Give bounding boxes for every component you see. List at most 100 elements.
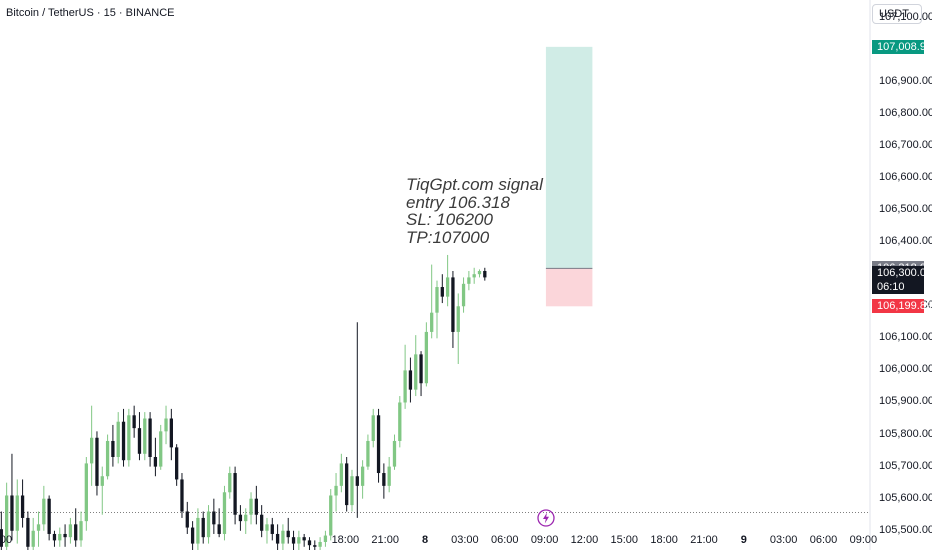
candle xyxy=(286,517,290,544)
candle xyxy=(185,501,189,534)
current-price-tag: 106,300.00 06:10 xyxy=(872,266,932,295)
candle-body xyxy=(456,306,460,332)
candle-body xyxy=(323,535,328,542)
candle xyxy=(79,511,83,547)
candle xyxy=(4,482,9,550)
time-axis-label: 00 xyxy=(0,534,13,546)
candle xyxy=(281,524,285,550)
candle-body xyxy=(164,418,168,432)
candle xyxy=(382,463,386,499)
lightning-alert-icon[interactable] xyxy=(537,509,555,527)
candle-body xyxy=(275,533,280,544)
candle xyxy=(249,492,253,525)
candle xyxy=(456,293,460,364)
candle-body xyxy=(15,495,19,531)
candle-body xyxy=(0,529,3,547)
candle xyxy=(137,412,142,461)
candle xyxy=(440,274,444,304)
candle xyxy=(228,466,232,499)
candle-body xyxy=(175,447,179,480)
time-axis-label: 9 xyxy=(740,534,747,546)
candle xyxy=(376,408,381,483)
candle xyxy=(153,437,158,477)
candle xyxy=(196,508,200,550)
candle xyxy=(47,495,51,541)
candle-body xyxy=(244,514,248,522)
currency-button[interactable]: USDT xyxy=(872,4,922,24)
candle xyxy=(121,408,126,467)
candle-body xyxy=(121,421,126,461)
candle-body xyxy=(196,517,200,544)
price-axis-label: 106,700.00 xyxy=(879,138,932,151)
candle-body xyxy=(143,418,147,454)
candle-body xyxy=(345,463,349,506)
time-axis-label: 03:00 xyxy=(451,534,479,546)
candle-body xyxy=(483,270,487,278)
candle-body xyxy=(366,440,370,467)
candle-body xyxy=(408,370,413,390)
candle xyxy=(175,444,179,486)
candle-body xyxy=(169,418,173,448)
candle xyxy=(419,351,423,397)
candle xyxy=(20,479,25,528)
candle-body xyxy=(440,287,444,297)
time-axis-label: 06:00 xyxy=(490,534,519,546)
candle-body xyxy=(260,514,264,531)
candle-body xyxy=(26,517,30,547)
price-axis-label: 106,500.00 xyxy=(879,203,932,216)
candle-body xyxy=(20,495,25,518)
candle-body xyxy=(339,463,344,486)
candle xyxy=(451,270,455,348)
candle-body xyxy=(190,527,195,544)
candle xyxy=(345,456,349,512)
candle xyxy=(445,254,450,307)
candle xyxy=(212,498,216,534)
price-axis-label: 106,100.00 xyxy=(879,331,932,344)
candle-body xyxy=(414,354,418,390)
candle-body xyxy=(270,524,274,534)
candle xyxy=(483,267,487,281)
symbol-title: Bitcoin / TetherUS · 15 · BINANCE xyxy=(6,7,175,19)
time-axis-label: 21:00 xyxy=(371,534,399,546)
candle xyxy=(435,280,439,339)
time-axis-label: 06:00 xyxy=(809,534,838,546)
candle-body xyxy=(233,473,237,515)
candle-body xyxy=(445,277,450,297)
time-axis-label: 15:00 xyxy=(610,534,639,546)
candle-body xyxy=(392,440,397,467)
candle xyxy=(334,473,338,512)
candle-body xyxy=(451,277,455,332)
candle-body xyxy=(291,537,296,544)
candle xyxy=(477,269,482,278)
candle xyxy=(424,322,429,387)
candle-body xyxy=(132,415,136,429)
candle-body xyxy=(398,402,402,441)
candle xyxy=(238,505,243,531)
candle xyxy=(63,524,67,547)
price-axis-label: 105,900.00 xyxy=(879,395,932,408)
candle-body xyxy=(286,530,290,538)
candle xyxy=(31,517,35,550)
candle-body xyxy=(467,277,471,284)
profit-zone[interactable] xyxy=(545,46,593,269)
candle xyxy=(233,466,237,525)
price-axis-label: 106,400.00 xyxy=(879,235,932,248)
candle xyxy=(461,277,466,313)
candle xyxy=(100,466,104,515)
time-axis-label: 03:00 xyxy=(769,534,798,546)
candle xyxy=(408,357,413,403)
loss-zone[interactable] xyxy=(545,268,593,307)
candle-body xyxy=(47,498,51,534)
candle-body xyxy=(148,418,152,457)
candle-body xyxy=(265,524,269,531)
candle-body xyxy=(58,533,62,541)
candle-body xyxy=(371,415,375,441)
candle-body xyxy=(355,476,359,486)
candle-body xyxy=(435,287,439,313)
candle xyxy=(323,530,328,547)
candle-body xyxy=(137,428,142,454)
candle xyxy=(95,431,99,496)
bar-countdown: 06:10 xyxy=(877,281,905,294)
candle-body xyxy=(116,421,120,457)
